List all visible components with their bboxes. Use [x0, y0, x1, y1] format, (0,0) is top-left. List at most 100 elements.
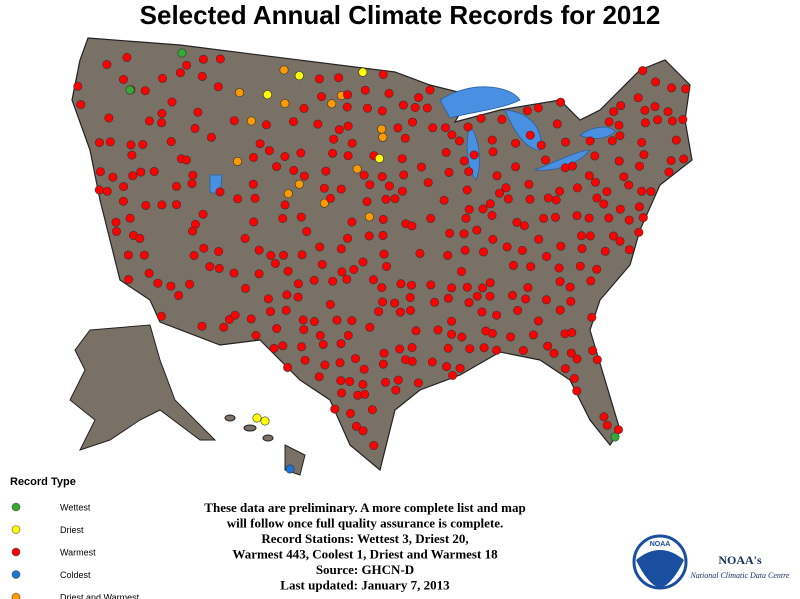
station-dot: [395, 307, 405, 317]
station-dot: [374, 154, 384, 164]
station-dot: [206, 132, 216, 142]
station-dot: [215, 187, 225, 197]
station-dot: [407, 342, 417, 352]
station-dot: [111, 217, 121, 227]
station-dot: [653, 115, 663, 125]
station-dot: [426, 213, 436, 223]
station-dot: [230, 310, 240, 320]
station-dot: [518, 345, 528, 355]
station-dot: [351, 421, 361, 431]
station-dot: [508, 260, 518, 270]
station-dot: [343, 151, 353, 161]
station-dot: [395, 344, 405, 354]
station-dot: [455, 363, 465, 373]
station-dot: [534, 234, 544, 244]
station-dot: [599, 412, 609, 422]
station-dot: [283, 266, 293, 276]
notes: These data are preliminary. A more compl…: [204, 500, 525, 593]
station-dot: [329, 134, 339, 144]
station-dot: [327, 99, 337, 109]
station-dot: [229, 268, 239, 278]
station-dot: [600, 246, 610, 256]
station-dot: [440, 123, 450, 133]
station-dot: [624, 180, 634, 190]
station-dot: [187, 179, 197, 189]
station-dot: [300, 355, 310, 365]
station-dot: [585, 136, 595, 146]
station-dot: [588, 346, 598, 356]
station-dot: [406, 280, 416, 290]
station-dot: [393, 123, 403, 133]
station-dot: [269, 343, 279, 353]
station-dot: [616, 101, 626, 111]
station-dot: [325, 193, 335, 203]
station-dot: [319, 183, 329, 193]
station-dot: [352, 164, 362, 174]
station-dot: [254, 269, 264, 279]
station-dot: [587, 312, 597, 322]
alaska: [69, 324, 217, 451]
station-dot: [614, 120, 624, 130]
station-dot: [472, 291, 482, 301]
station-dot: [555, 277, 565, 287]
station-dot: [390, 298, 400, 308]
station-dot: [175, 68, 185, 78]
station-dot: [413, 93, 423, 103]
station-dot: [347, 217, 357, 227]
station-dot: [638, 66, 648, 76]
station-dot: [576, 231, 586, 241]
station-dot: [492, 345, 502, 355]
station-dot: [296, 212, 306, 222]
station-dot: [650, 102, 660, 112]
station-dot: [619, 172, 629, 182]
station-dot: [309, 275, 319, 285]
station-dot: [139, 250, 149, 260]
station-dot: [525, 130, 535, 140]
station-dot: [614, 156, 624, 166]
station-dot: [566, 348, 576, 358]
station-dot: [447, 316, 457, 326]
station-dot: [379, 348, 389, 358]
station-dot: [261, 120, 271, 130]
station-dot: [585, 231, 595, 241]
station-dot: [506, 332, 516, 342]
station-dot: [360, 389, 370, 399]
station-dot: [336, 376, 346, 386]
station-dot: [525, 194, 535, 204]
station-dot: [592, 264, 602, 274]
station-dot: [501, 183, 511, 193]
station-dot: [599, 199, 609, 209]
station-dot: [343, 90, 353, 100]
station-dot: [193, 107, 203, 117]
station-dot: [400, 133, 410, 143]
station-dot: [464, 205, 474, 215]
station-dot: [233, 156, 243, 166]
station-dot: [119, 75, 129, 85]
station-dot: [422, 103, 432, 113]
station-dot: [235, 88, 245, 98]
station-dot: [479, 343, 489, 353]
station-dot: [477, 307, 487, 317]
station-dot: [405, 305, 415, 315]
station-dot: [556, 241, 566, 251]
station-dot: [610, 432, 620, 442]
station-dot: [517, 245, 527, 255]
station-dot: [189, 251, 199, 261]
station-dot: [377, 106, 387, 116]
station-dot: [368, 275, 378, 285]
station-dot: [415, 248, 425, 258]
station-dot: [314, 372, 324, 382]
station-dot: [461, 213, 471, 223]
station-dot: [285, 464, 295, 474]
station-dot: [128, 171, 138, 181]
station-dot: [302, 226, 312, 236]
station-dot: [266, 250, 276, 260]
station-dot: [638, 213, 648, 223]
station-dot: [478, 204, 488, 214]
station-dot: [560, 364, 570, 374]
station-dot: [343, 121, 353, 131]
station-dot: [411, 326, 421, 336]
station-dot: [94, 185, 104, 195]
station-dot: [492, 171, 502, 181]
station-dot: [252, 413, 262, 423]
